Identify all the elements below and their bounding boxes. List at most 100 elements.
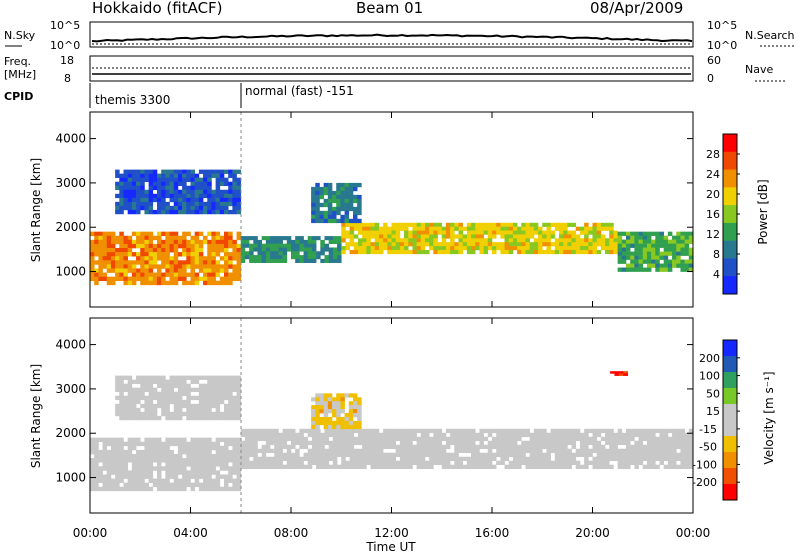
data-cell-band-3: [177, 415, 183, 421]
data-cell-band-0: [102, 458, 108, 463]
data-cell-band-0: [152, 248, 158, 253]
data-cell-band-2: [349, 222, 355, 227]
data-cell-band-3: [198, 415, 204, 421]
data-cell-band-5: [211, 173, 216, 178]
data-cell-band-2: [605, 238, 610, 243]
data-cell-band-5: [203, 205, 208, 211]
data-cell-band-1: [655, 440, 660, 446]
data-cell-band-5: [115, 181, 120, 187]
data-cell-band-0: [106, 264, 112, 269]
data-cell-band-1: [441, 464, 447, 469]
data-cell-band-3: [688, 239, 694, 244]
data-cell-band-3: [186, 411, 191, 417]
data-cell-band-5: [224, 201, 229, 207]
data-cell-band-3: [663, 243, 669, 248]
data-cell-band-0: [177, 260, 183, 265]
data-cell-band-1: [592, 428, 597, 434]
data-cell-band-3: [127, 411, 133, 417]
data-cell-band-0: [127, 260, 133, 265]
data-cell-band-2: [475, 222, 480, 227]
data-cell-band-2: [391, 246, 396, 251]
x-tick-label: 20:00: [575, 526, 610, 540]
data-cell-band-5: [131, 197, 137, 203]
data-cell-band-3: [228, 387, 233, 393]
data-cell-band-4: [311, 198, 316, 204]
data-cell-band-3: [630, 263, 635, 268]
data-cell-band-1: [575, 448, 581, 454]
data-cell-band-1: [617, 432, 623, 438]
data-cell-band-3: [626, 251, 631, 256]
data-cell-band-5: [119, 193, 124, 199]
data-cell-band-2: [588, 249, 593, 255]
data-cell-band-0: [186, 260, 191, 265]
data-cell-band-2: [579, 242, 585, 247]
data-cell-band-0: [165, 441, 170, 447]
data-cell-band-1: [437, 432, 443, 438]
data-cell-band-1: [274, 440, 279, 446]
data-cell-band-1: [278, 255, 283, 260]
data-cell-band-2: [563, 246, 568, 251]
data-cell-band-5: [123, 173, 128, 178]
data-cell-band-5: [198, 185, 204, 191]
data-cell-band-0: [123, 276, 128, 282]
data-cell-band-3: [626, 235, 631, 240]
data-cell-band-1: [399, 456, 405, 462]
data-cell-band-0: [98, 248, 103, 253]
data-cell-band-1: [433, 428, 438, 434]
data-cell-band-1: [378, 432, 384, 438]
data-cell-band-0: [224, 454, 229, 459]
data-cell-band-1: [261, 258, 267, 263]
data-cell-band-2: [420, 246, 426, 251]
data-cell-band-1: [295, 243, 300, 248]
data-cell-band-1: [634, 464, 639, 469]
data-cell-band-0: [232, 248, 237, 253]
data-cell-band-1: [332, 258, 338, 263]
data-cell-band-5: [165, 193, 170, 199]
data-cell-band-2: [584, 249, 589, 255]
data-cell-band-0: [169, 280, 175, 286]
data-cell-band-1: [391, 444, 396, 450]
data-cell-band-2: [596, 242, 602, 247]
data-cell-band-2: [596, 226, 602, 231]
data-cell-band-3: [688, 267, 694, 272]
data-cell-band-0: [131, 243, 137, 249]
data-cell-band-0: [232, 243, 237, 249]
data-cell-band-1: [500, 432, 505, 438]
data-cell-band-1: [374, 448, 380, 454]
data-cell-band-1: [295, 452, 300, 458]
data-cell-band-4: [340, 194, 345, 200]
data-cell-band-2: [592, 226, 597, 231]
data-cell-band-5: [177, 205, 183, 211]
data-cell-band-1: [433, 452, 438, 458]
data-cell-band-5: [198, 205, 204, 211]
data-cell-band-0: [136, 243, 141, 249]
data-cell-band-0: [123, 458, 128, 463]
data-cell-band-1: [265, 436, 271, 442]
data-cell-band-1: [613, 436, 618, 442]
data-cell-band-1: [341, 464, 346, 469]
data-cell-band-4: [323, 186, 329, 192]
data-cell-band-5: [236, 193, 242, 199]
data-cell-band-2: [362, 246, 367, 251]
data-cell-band-0: [182, 260, 187, 265]
data-cell-band-5: [169, 193, 175, 199]
data-cell-band-3: [144, 403, 149, 409]
data-cell-band-1: [462, 440, 468, 446]
data-cell-band-1: [684, 456, 690, 462]
data-cell-band-1: [332, 456, 338, 462]
data-cell-band-0: [236, 454, 242, 459]
data-cell-band-0: [211, 235, 216, 241]
data-cell-band-0: [194, 454, 200, 459]
data-cell-band-5: [236, 197, 242, 203]
data-cell-band-3: [634, 235, 639, 240]
data-cell-band-0: [211, 445, 216, 451]
data-cell-band-3: [642, 259, 648, 264]
data-cell-band-4: [327, 202, 333, 208]
data-cell-band-3: [688, 255, 694, 260]
data-cell-band-0: [203, 272, 208, 277]
data-cell-band-1: [378, 456, 384, 462]
data-cell-band-3: [119, 403, 124, 409]
data-cell-band-4: [319, 186, 324, 192]
data-cell-band-0: [140, 260, 145, 265]
data-cell-band-2: [592, 234, 597, 239]
